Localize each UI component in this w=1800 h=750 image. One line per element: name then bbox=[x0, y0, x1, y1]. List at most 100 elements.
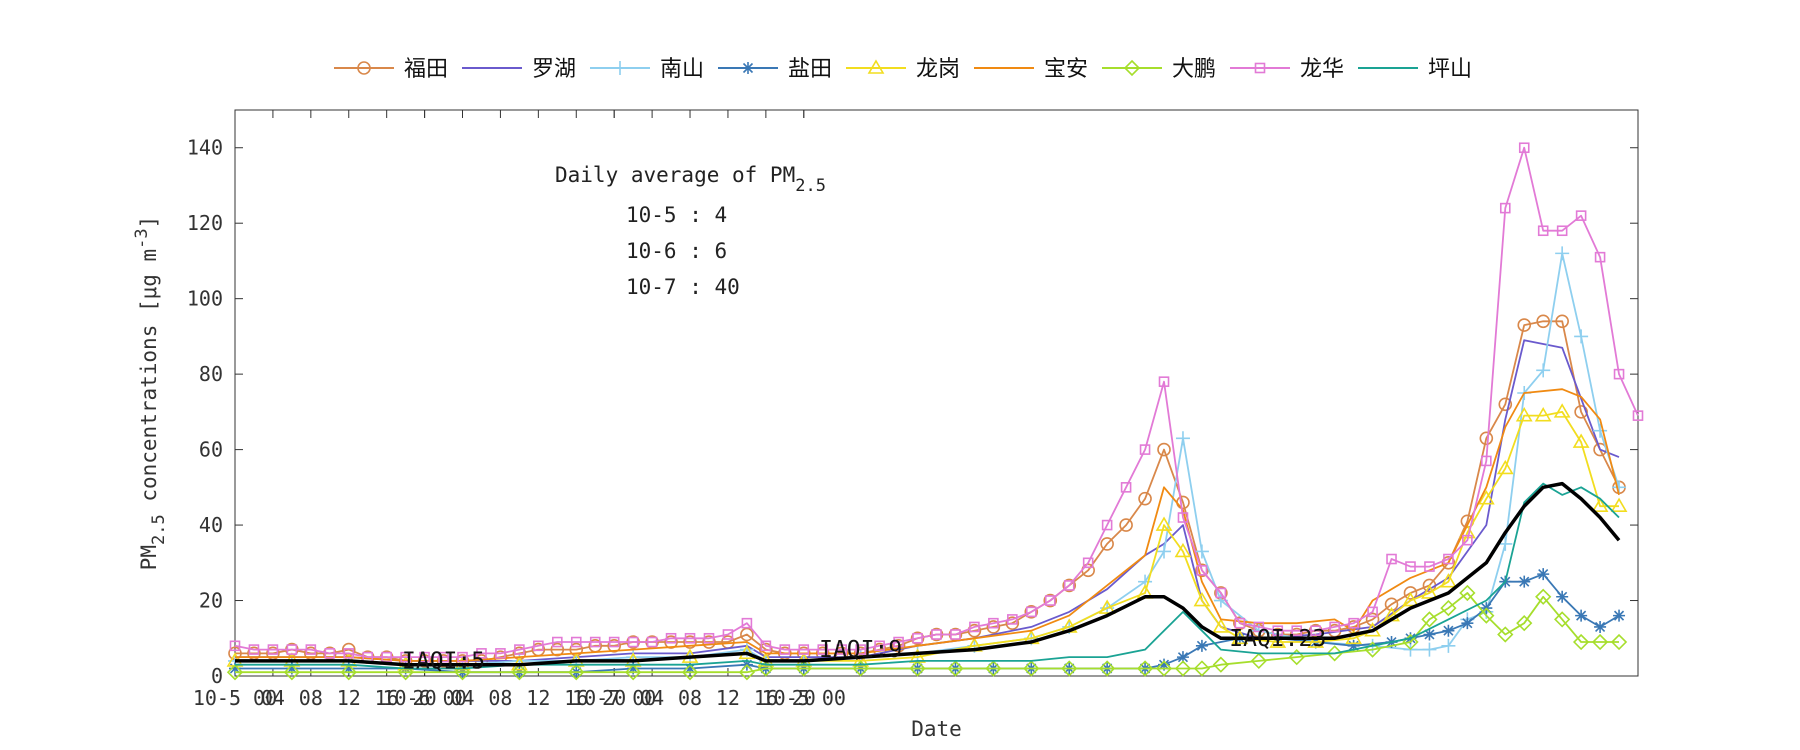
data-point bbox=[1537, 568, 1550, 581]
data-point bbox=[1174, 542, 1192, 558]
data-point bbox=[1515, 407, 1533, 422]
series-line bbox=[235, 481, 1621, 667]
data-point bbox=[684, 632, 696, 644]
data-point bbox=[324, 648, 336, 659]
data-point bbox=[1632, 410, 1644, 421]
legend: 福田 罗湖 南山 盐田 龙岗 宝安 大鹏 龙华 坪山 bbox=[334, 57, 1472, 82]
data-point bbox=[1574, 405, 1588, 419]
data-point bbox=[568, 664, 585, 681]
legend-item: 罗湖 bbox=[462, 57, 576, 82]
data-point bbox=[1536, 314, 1551, 329]
data-point bbox=[229, 662, 241, 675]
data-point bbox=[1291, 625, 1303, 637]
annotation-line: 10-6 : 6 bbox=[626, 239, 727, 263]
data-point bbox=[985, 660, 1002, 677]
data-point bbox=[1345, 629, 1363, 645]
data-point bbox=[1007, 614, 1018, 625]
y-tick-label: 20 bbox=[199, 589, 223, 613]
data-point bbox=[286, 644, 298, 655]
data-point bbox=[1136, 660, 1154, 677]
data-point bbox=[836, 644, 848, 655]
data-point bbox=[1498, 536, 1513, 551]
data-point bbox=[1174, 660, 1192, 677]
x-tick-label: 10-5 00 bbox=[762, 686, 846, 710]
y-tick-label: 40 bbox=[199, 513, 223, 537]
data-point bbox=[248, 644, 260, 655]
data-point bbox=[1272, 625, 1284, 637]
iaqi-label: IAQI:9 bbox=[819, 637, 902, 663]
data-point bbox=[1310, 625, 1321, 637]
data-point bbox=[1534, 407, 1552, 422]
y-tick-label: 60 bbox=[199, 438, 223, 462]
data-point bbox=[738, 664, 756, 681]
data-point bbox=[795, 660, 812, 677]
data-point bbox=[1481, 455, 1492, 467]
data-point bbox=[397, 664, 414, 681]
data-point bbox=[1440, 599, 1457, 617]
data-point bbox=[1555, 314, 1569, 329]
data-point bbox=[646, 636, 658, 648]
data-point bbox=[1157, 442, 1171, 457]
data-point bbox=[1459, 584, 1476, 602]
data-point bbox=[1496, 459, 1514, 475]
legend-label: 罗湖 bbox=[532, 57, 576, 82]
legend-label: 坪山 bbox=[1428, 57, 1472, 82]
legend-label: 福田 bbox=[404, 57, 448, 82]
legend-item: 福田 bbox=[334, 57, 448, 82]
data-point bbox=[683, 635, 697, 649]
series-line bbox=[235, 573, 1620, 674]
data-point bbox=[608, 636, 620, 648]
data-point bbox=[702, 635, 716, 649]
x-tick-label: 16 bbox=[754, 686, 778, 710]
data-point bbox=[570, 636, 582, 648]
data-point bbox=[1478, 607, 1495, 624]
data-point bbox=[1518, 142, 1530, 154]
data-point bbox=[986, 620, 1001, 634]
data-point bbox=[1499, 202, 1511, 214]
data-point bbox=[1593, 423, 1608, 438]
x-tick-label: 08 bbox=[299, 686, 323, 710]
data-point bbox=[1193, 660, 1211, 677]
data-point bbox=[1497, 626, 1514, 643]
data-point bbox=[1138, 491, 1152, 506]
data-point bbox=[1516, 615, 1533, 632]
data-point bbox=[457, 651, 468, 663]
data-point bbox=[817, 644, 829, 655]
data-point bbox=[1062, 578, 1077, 593]
data-point bbox=[855, 644, 866, 655]
data-point bbox=[476, 648, 487, 659]
data-point bbox=[1288, 649, 1305, 666]
data-point bbox=[1610, 497, 1628, 512]
data-point bbox=[742, 62, 754, 74]
data-point bbox=[1005, 616, 1020, 630]
data-point bbox=[1215, 587, 1227, 599]
data-point bbox=[1536, 363, 1551, 378]
x-tick-label: 10-6 00 bbox=[382, 686, 466, 710]
data-point bbox=[722, 629, 734, 640]
legend-item: 大鹏 bbox=[1102, 57, 1216, 82]
data-point bbox=[1194, 544, 1209, 559]
x-tick-label: 04 bbox=[261, 686, 285, 710]
data-point bbox=[305, 644, 317, 655]
data-point bbox=[779, 644, 791, 655]
data-point bbox=[852, 652, 870, 667]
x-tick-label: 12 bbox=[716, 686, 740, 710]
legend-item: 龙岗 bbox=[846, 57, 960, 82]
data-point bbox=[514, 644, 525, 655]
data-point bbox=[760, 640, 772, 652]
data-point bbox=[1477, 490, 1495, 505]
data-point bbox=[1212, 656, 1230, 673]
data-point bbox=[1082, 557, 1094, 569]
data-point bbox=[740, 627, 754, 642]
data-point bbox=[988, 617, 999, 629]
legend-label: 南山 bbox=[660, 57, 704, 82]
data-point bbox=[1535, 588, 1552, 605]
data-point bbox=[1253, 621, 1265, 633]
data-point bbox=[1119, 518, 1133, 532]
data-point bbox=[1061, 660, 1078, 677]
data-point bbox=[1025, 606, 1037, 618]
data-point bbox=[550, 642, 565, 657]
data-point bbox=[1442, 624, 1455, 637]
data-point bbox=[1421, 611, 1438, 628]
data-point bbox=[1043, 593, 1058, 608]
